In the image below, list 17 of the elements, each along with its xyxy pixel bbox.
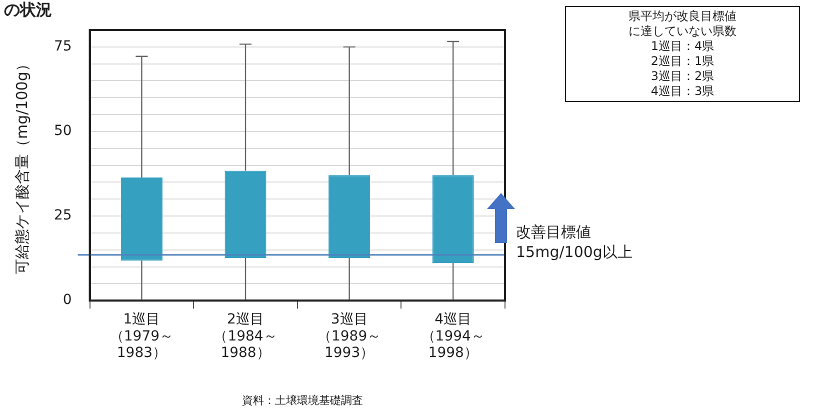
- text: 資料：土壌環境基礎調査: [242, 393, 363, 409]
- y-tick-label: 25: [54, 208, 72, 224]
- y-axis-title: 可給態ケイ酸含量（mg/100g）: [12, 56, 31, 274]
- y-tick-label: 75: [54, 38, 72, 55]
- x-tick-label: 2巡目（1984～1988）: [214, 312, 278, 362]
- x-tick-label: 1巡目（1979～1983）: [110, 312, 174, 362]
- text: 2巡目：1県: [650, 54, 716, 69]
- ref-line-label: 改善目標値 15mg/100g以上: [516, 222, 632, 262]
- y-tick-label: 50: [54, 123, 72, 140]
- y-tick-label: 0: [62, 292, 72, 308]
- chart-title: の状況: [4, 0, 52, 19]
- text: 3巡目：2県: [650, 69, 716, 84]
- text: 1巡目：4県: [650, 39, 716, 54]
- text: 県平均が改良目標値に達していない県数: [628, 9, 738, 39]
- x-tick-label: 4巡目（1994～1998）: [421, 312, 485, 362]
- text: 4巡目：3県: [650, 84, 716, 99]
- x-tick-label: 3巡目（1989～1993）: [317, 312, 382, 362]
